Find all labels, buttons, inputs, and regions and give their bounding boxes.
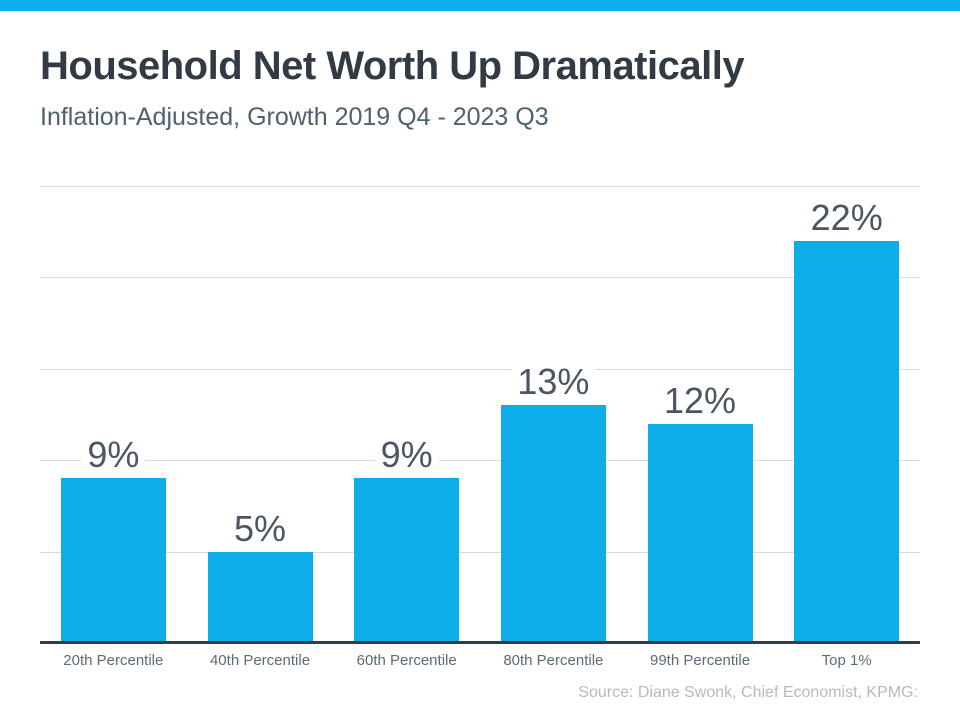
bar-80th-percentile (500, 405, 606, 643)
x-axis-label: 99th Percentile (649, 652, 751, 669)
x-axis-label: Top 1% (821, 652, 872, 669)
bar-group-40th-percentile: 5% (187, 186, 334, 643)
x-axis-label: 60th Percentile (356, 652, 457, 669)
bar-20th-percentile (60, 478, 166, 643)
bar-group-20th-percentile: 9% (40, 186, 187, 643)
plot-area: 9% 5% 9% 13% 12% 22% (40, 186, 920, 644)
gridline-20pct (40, 277, 920, 279)
bar-value-label: 12% (657, 383, 743, 419)
bar-value-label: 5% (227, 511, 293, 547)
x-axis-labels: 20th Percentile 40th Percentile 60th Per… (40, 651, 920, 671)
source-attribution: Source: Diane Swonk, Chief Economist, KP… (578, 684, 918, 701)
x-axis-line (40, 641, 920, 644)
bar-value-label: 9% (81, 437, 146, 473)
bar-99th-percentile (647, 424, 753, 643)
gridline-5pct (40, 551, 920, 553)
gridline-15pct (40, 368, 920, 370)
bar-40th-percentile (207, 552, 313, 643)
bar-group-top-1pct: 22% (773, 186, 920, 643)
bar-top-1pct (794, 241, 900, 643)
x-axis-label: 20th Percentile (63, 652, 164, 669)
chart-title: Household Net Worth Up Dramatically (40, 44, 745, 88)
bar-series: 9% 5% 9% 13% 12% 22% (40, 186, 920, 643)
bar-group-60th-percentile: 9% (333, 186, 480, 643)
bar-value-label: 9% (374, 437, 439, 473)
bar-group-99th-percentile: 12% (627, 186, 774, 643)
bar-value-label: 13% (511, 364, 596, 400)
chart-subtitle: Inflation-Adjusted, Growth 2019 Q4 - 202… (40, 103, 549, 131)
bar-group-80th-percentile: 13% (480, 186, 627, 643)
bar-value-label: 22% (804, 200, 889, 236)
gridline-25pct (40, 186, 920, 187)
x-axis-label: 80th Percentile (503, 652, 604, 669)
gridline-10pct (40, 460, 920, 462)
top-accent-banner (0, 0, 960, 11)
x-axis-label: 40th Percentile (209, 652, 311, 669)
bar-60th-percentile (354, 478, 460, 643)
